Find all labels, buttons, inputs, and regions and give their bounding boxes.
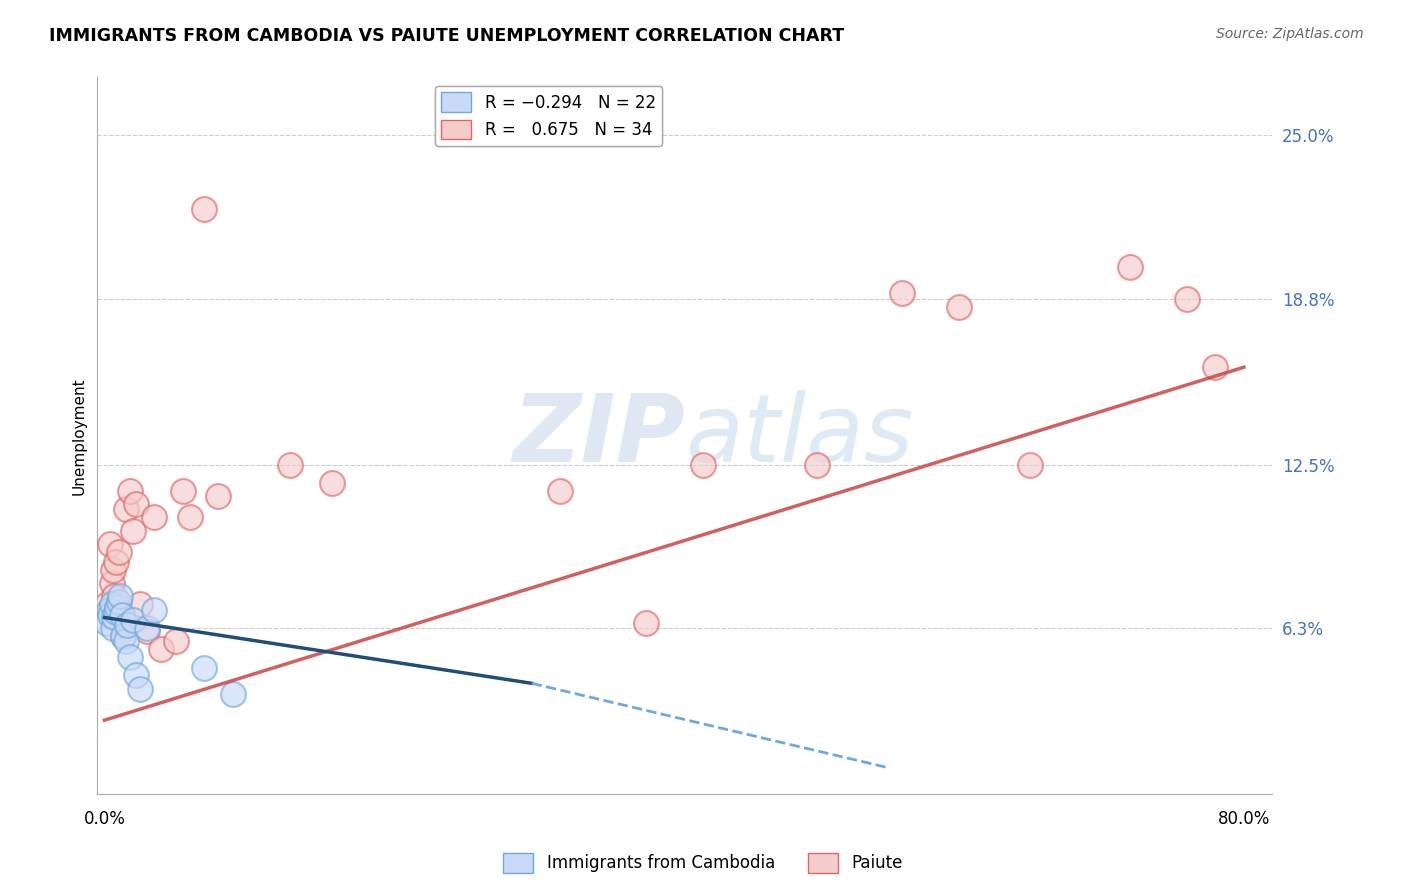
Point bbox=[107, 544, 129, 558]
Point bbox=[107, 595, 129, 609]
Point bbox=[101, 563, 124, 577]
Point bbox=[891, 286, 914, 301]
Point bbox=[104, 605, 127, 619]
Point bbox=[125, 668, 148, 682]
Point bbox=[172, 483, 194, 498]
Point bbox=[103, 590, 125, 604]
Point bbox=[321, 476, 343, 491]
Point bbox=[101, 621, 124, 635]
Point bbox=[100, 597, 122, 611]
Point bbox=[806, 458, 828, 472]
Point bbox=[97, 602, 120, 616]
Text: ZIP: ZIP bbox=[512, 390, 685, 482]
Point bbox=[221, 687, 243, 701]
Point bbox=[129, 597, 152, 611]
Point bbox=[122, 613, 145, 627]
Point bbox=[104, 555, 127, 569]
Point bbox=[111, 629, 134, 643]
Point bbox=[125, 497, 148, 511]
Point bbox=[143, 510, 166, 524]
Point bbox=[115, 502, 138, 516]
Point bbox=[111, 629, 134, 643]
Text: atlas: atlas bbox=[685, 390, 912, 481]
Point bbox=[105, 599, 128, 614]
Point bbox=[96, 615, 118, 630]
Point bbox=[634, 615, 657, 630]
Point bbox=[1119, 260, 1142, 274]
Point bbox=[96, 597, 118, 611]
Point bbox=[165, 634, 187, 648]
Point bbox=[110, 607, 132, 622]
Point bbox=[122, 524, 145, 538]
Point bbox=[115, 634, 138, 648]
Point bbox=[103, 610, 125, 624]
Point bbox=[117, 618, 139, 632]
Point bbox=[100, 576, 122, 591]
Legend: Immigrants from Cambodia, Paiute: Immigrants from Cambodia, Paiute bbox=[496, 847, 910, 880]
Point bbox=[98, 537, 121, 551]
Legend: R = −0.294   N = 22, R =   0.675   N = 34: R = −0.294 N = 22, R = 0.675 N = 34 bbox=[434, 86, 662, 146]
Point bbox=[136, 621, 159, 635]
Point bbox=[948, 300, 970, 314]
Text: IMMIGRANTS FROM CAMBODIA VS PAIUTE UNEMPLOYMENT CORRELATION CHART: IMMIGRANTS FROM CAMBODIA VS PAIUTE UNEMP… bbox=[49, 27, 845, 45]
Text: Source: ZipAtlas.com: Source: ZipAtlas.com bbox=[1216, 27, 1364, 41]
Point bbox=[207, 489, 229, 503]
Point bbox=[548, 483, 571, 498]
Point bbox=[110, 607, 132, 622]
Y-axis label: Unemployment: Unemployment bbox=[72, 377, 86, 494]
Point bbox=[1204, 360, 1226, 375]
Point bbox=[150, 642, 173, 657]
Point bbox=[129, 681, 152, 696]
Point bbox=[1019, 458, 1042, 472]
Point bbox=[120, 650, 142, 665]
Point bbox=[193, 660, 215, 674]
Point bbox=[98, 607, 121, 622]
Point bbox=[179, 510, 201, 524]
Point bbox=[120, 483, 142, 498]
Point bbox=[692, 458, 714, 472]
Point bbox=[278, 458, 301, 472]
Point bbox=[193, 202, 215, 216]
Point bbox=[136, 624, 159, 638]
Point bbox=[143, 602, 166, 616]
Point bbox=[1175, 292, 1198, 306]
Point bbox=[108, 590, 131, 604]
